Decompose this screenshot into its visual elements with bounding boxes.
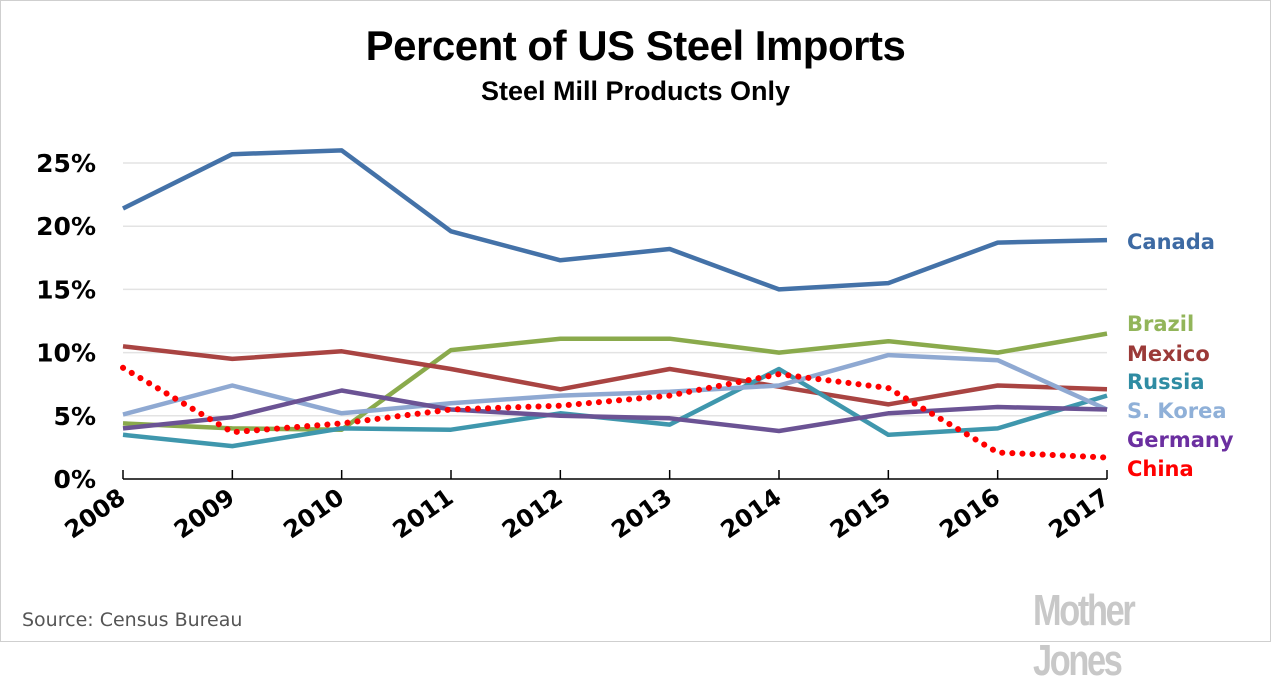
legend-label-canada: Canada (1127, 230, 1215, 254)
y-axis: 0% 5% 10% 15% 20% 25% (36, 149, 96, 494)
y-tick-label: 25% (36, 149, 96, 178)
y-tick-label: 20% (36, 212, 96, 241)
x-tick-label: 2009 (169, 483, 240, 544)
legend-label-s-korea: S. Korea (1127, 399, 1227, 423)
x-tick-label: 2010 (278, 483, 349, 544)
x-tick-label: 2017 (1044, 483, 1115, 544)
legend-label-russia: Russia (1127, 370, 1205, 394)
legend-label-mexico: Mexico (1127, 342, 1210, 366)
legend-label-germany: Germany (1127, 428, 1234, 452)
x-tick-label: 2011 (388, 483, 459, 544)
series-lines (123, 150, 1107, 457)
x-tick-label: 2014 (716, 483, 787, 544)
source-note: Source: Census Bureau (22, 609, 242, 631)
y-tick-label: 10% (36, 339, 96, 368)
y-tick-label: 0% (54, 465, 96, 494)
y-tick-label: 5% (54, 402, 96, 431)
legend-label-brazil: Brazil (1127, 312, 1194, 336)
x-tick-label: 2012 (497, 483, 568, 544)
series-line-canada (123, 150, 1107, 289)
legend: Canada Brazil Mexico Russia S. Korea Germany C… (1127, 230, 1234, 481)
x-tick-label: 2013 (606, 483, 677, 544)
x-tick-label: 2015 (825, 483, 896, 544)
y-tick-label: 15% (36, 275, 96, 304)
legend-label-china: China (1127, 457, 1194, 481)
x-tick-label: 2016 (934, 483, 1005, 544)
brand-logo: Mother Jones (1033, 586, 1219, 686)
